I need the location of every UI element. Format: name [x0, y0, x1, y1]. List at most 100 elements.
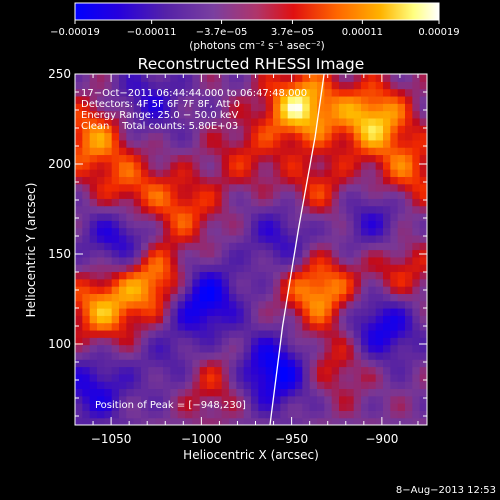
- heatmap-cell: [368, 183, 377, 192]
- heatmap-cell: [383, 337, 391, 346]
- heatmap-cell: [133, 264, 142, 273]
- heatmap-cell: [214, 191, 223, 199]
- heatmap-cell: [309, 161, 318, 170]
- heatmap-cell: [199, 212, 208, 221]
- heatmap-cell: [302, 417, 311, 425]
- heatmap-cell: [82, 81, 91, 90]
- heatmap-cell: [397, 125, 406, 134]
- heatmap-cell: [258, 293, 267, 302]
- heatmap-cell: [375, 403, 384, 411]
- heatmap-cell: [419, 198, 427, 207]
- heatmap-cell: [324, 117, 333, 126]
- heatmap-cell: [258, 410, 267, 419]
- heatmap-cell: [251, 88, 259, 97]
- heatmap-cell: [368, 103, 377, 112]
- heatmap-cell: [317, 242, 325, 251]
- heatmap-cell: [89, 351, 98, 360]
- heatmap-cell: [331, 388, 340, 397]
- heatmap-cell: [155, 337, 164, 346]
- heatmap-cell: [97, 212, 105, 221]
- heatmap-cell: [405, 359, 413, 368]
- heatmap-cell: [229, 88, 237, 97]
- heatmap-cell: [104, 381, 113, 390]
- heatmap-cell: [273, 278, 281, 287]
- y-tick-label: 150: [48, 247, 71, 261]
- heatmap-cell: [97, 154, 105, 163]
- heatmap-cell: [295, 351, 303, 360]
- heatmap-cell: [199, 278, 208, 287]
- heatmap-cell: [251, 373, 259, 382]
- heatmap-cell: [390, 300, 399, 309]
- heatmap-cell: [353, 315, 362, 324]
- heatmap-cell: [412, 315, 421, 324]
- heatmap-cell: [177, 264, 186, 273]
- heatmap-cell: [412, 381, 421, 390]
- heatmap-cell: [309, 81, 318, 90]
- heatmap-cell: [236, 373, 245, 382]
- heatmap-cell: [75, 191, 83, 199]
- heatmap-cell: [258, 417, 267, 425]
- heatmap-cell: [287, 388, 296, 397]
- heatmap-cell: [192, 410, 201, 419]
- heatmap-cell: [89, 417, 98, 425]
- heatmap-cell: [221, 110, 230, 119]
- heatmap-cell: [192, 344, 201, 353]
- heatmap-cell: [280, 293, 289, 302]
- heatmap-cell: [111, 88, 120, 97]
- heatmap-cell: [287, 95, 296, 104]
- heatmap-cell: [383, 388, 391, 397]
- heatmap-cell: [236, 169, 245, 177]
- heatmap-cell: [207, 278, 215, 287]
- heatmap-cell: [258, 344, 267, 353]
- heatmap-cell: [390, 110, 399, 119]
- heatmap-cell: [207, 74, 215, 82]
- heatmap-cell: [155, 154, 164, 163]
- heatmap-cell: [317, 227, 325, 236]
- heatmap-cell: [324, 95, 333, 104]
- heatmap-cell: [111, 74, 120, 82]
- heatmap-cell: [236, 256, 245, 265]
- heatmap-cell: [119, 132, 127, 141]
- heatmap-cell: [346, 271, 355, 280]
- heatmap-cell: [82, 132, 91, 141]
- heatmap-cell: [265, 74, 274, 82]
- heatmap-cell: [148, 74, 157, 82]
- heatmap-cell: [258, 132, 267, 141]
- heatmap-cell: [207, 161, 215, 170]
- heatmap-cell: [229, 176, 237, 185]
- heatmap-cell: [192, 161, 201, 170]
- heatmap-cell: [170, 271, 179, 280]
- heatmap-cell: [346, 329, 355, 338]
- heatmap-cell: [221, 351, 230, 360]
- heatmap-cell: [383, 315, 391, 324]
- heatmap-cell: [155, 278, 164, 287]
- heatmap-cell: [207, 169, 215, 177]
- heatmap-cell: [155, 81, 164, 90]
- heatmap-cell: [155, 322, 164, 331]
- heatmap-cell: [185, 161, 193, 170]
- heatmap-cell: [229, 315, 237, 324]
- heatmap-cell: [346, 249, 355, 258]
- heatmap-cell: [419, 74, 427, 82]
- heatmap-cell: [89, 198, 98, 207]
- heatmap-cell: [221, 147, 230, 156]
- heatmap-cell: [339, 395, 347, 404]
- heatmap-cell: [185, 220, 193, 229]
- heatmap-cell: [75, 125, 83, 134]
- heatmap-cell: [419, 161, 427, 170]
- heatmap-cell: [361, 103, 369, 112]
- heatmap-cell: [405, 366, 413, 375]
- heatmap-cell: [236, 242, 245, 251]
- heatmap-cell: [383, 322, 391, 331]
- heatmap-cell: [287, 191, 296, 199]
- heatmap-cell: [412, 417, 421, 425]
- heatmap-cell: [302, 278, 311, 287]
- heatmap-cell: [331, 212, 340, 221]
- heatmap-cell: [390, 154, 399, 163]
- heatmap-cell: [265, 227, 274, 236]
- heatmap-cell: [375, 242, 384, 251]
- plot-area: [75, 74, 427, 425]
- heatmap-cell: [390, 293, 399, 302]
- heatmap-cell: [221, 410, 230, 419]
- heatmap-cell: [214, 88, 223, 97]
